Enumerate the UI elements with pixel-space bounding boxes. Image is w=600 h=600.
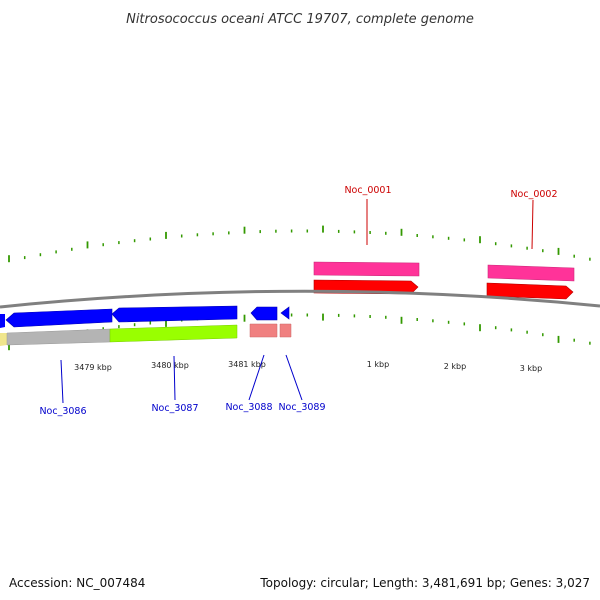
forward-cds-track: [313, 279, 574, 300]
tick-label: 3481 kbp: [228, 360, 266, 369]
map-title: Nitrosococcus oceani ATCC 19707, complet…: [126, 12, 474, 27]
gene-label-noc-3086: Noc_3086: [39, 406, 86, 417]
reverse-cog-feature: [6, 328, 111, 346]
forward-cog-feature: [313, 261, 420, 277]
genome-stats-text: Topology: circular; Length: 3,481,691 bp…: [260, 576, 590, 590]
tick-label: 3479 kbp: [74, 363, 112, 372]
forward-cog-feature: [487, 264, 575, 282]
gene-label-noc-0001: Noc_0001: [344, 185, 391, 196]
reverse-cds-track: [0, 305, 290, 328]
tick-label: 3480 kbp: [151, 361, 189, 370]
reverse-cds-arrow: [111, 305, 238, 323]
gene-labels: Noc_0001 Noc_0002 Noc_3086 Noc_3087 Noc_…: [39, 185, 557, 417]
genome-backbone: [0, 289, 600, 309]
reverse-cog-feature: [0, 333, 7, 346]
reverse-cds-arrow: [0, 314, 5, 328]
label-leader-line: [173, 355, 176, 401]
outer-tick-row: [8, 225, 591, 263]
label-leader-line: [531, 199, 534, 250]
reverse-cds-arrow: [280, 306, 290, 320]
reverse-cog-feature: [109, 324, 238, 343]
tick-label: 3 kbp: [520, 364, 542, 373]
gene-label-noc-0002: Noc_0002: [510, 189, 557, 200]
gene-label-lines: [60, 199, 534, 404]
forward-cds-arrow: [486, 282, 574, 300]
reverse-cds-arrow: [5, 308, 113, 328]
label-leader-line: [60, 359, 64, 404]
reverse-cds-arrow: [250, 306, 278, 321]
reverse-cog-feature: [279, 323, 292, 338]
accession-text: Accession: NC_007484: [9, 576, 146, 590]
label-leader-line: [248, 354, 265, 401]
reverse-cog-track: [0, 323, 292, 346]
label-leader-line: [285, 354, 303, 401]
tick-labels: 3479 kbp 3480 kbp 3481 kbp 1 kbp 2 kbp 3…: [74, 360, 542, 373]
tick-label: 2 kbp: [444, 362, 466, 371]
tick-label: 1 kbp: [367, 360, 389, 369]
forward-cog-track: [313, 261, 575, 282]
gene-label-noc-3087: Noc_3087: [151, 403, 198, 414]
gene-label-noc-3088: Noc_3088: [225, 402, 272, 413]
gene-label-noc-3089: Noc_3089: [278, 402, 325, 413]
reverse-cog-feature: [249, 323, 278, 338]
